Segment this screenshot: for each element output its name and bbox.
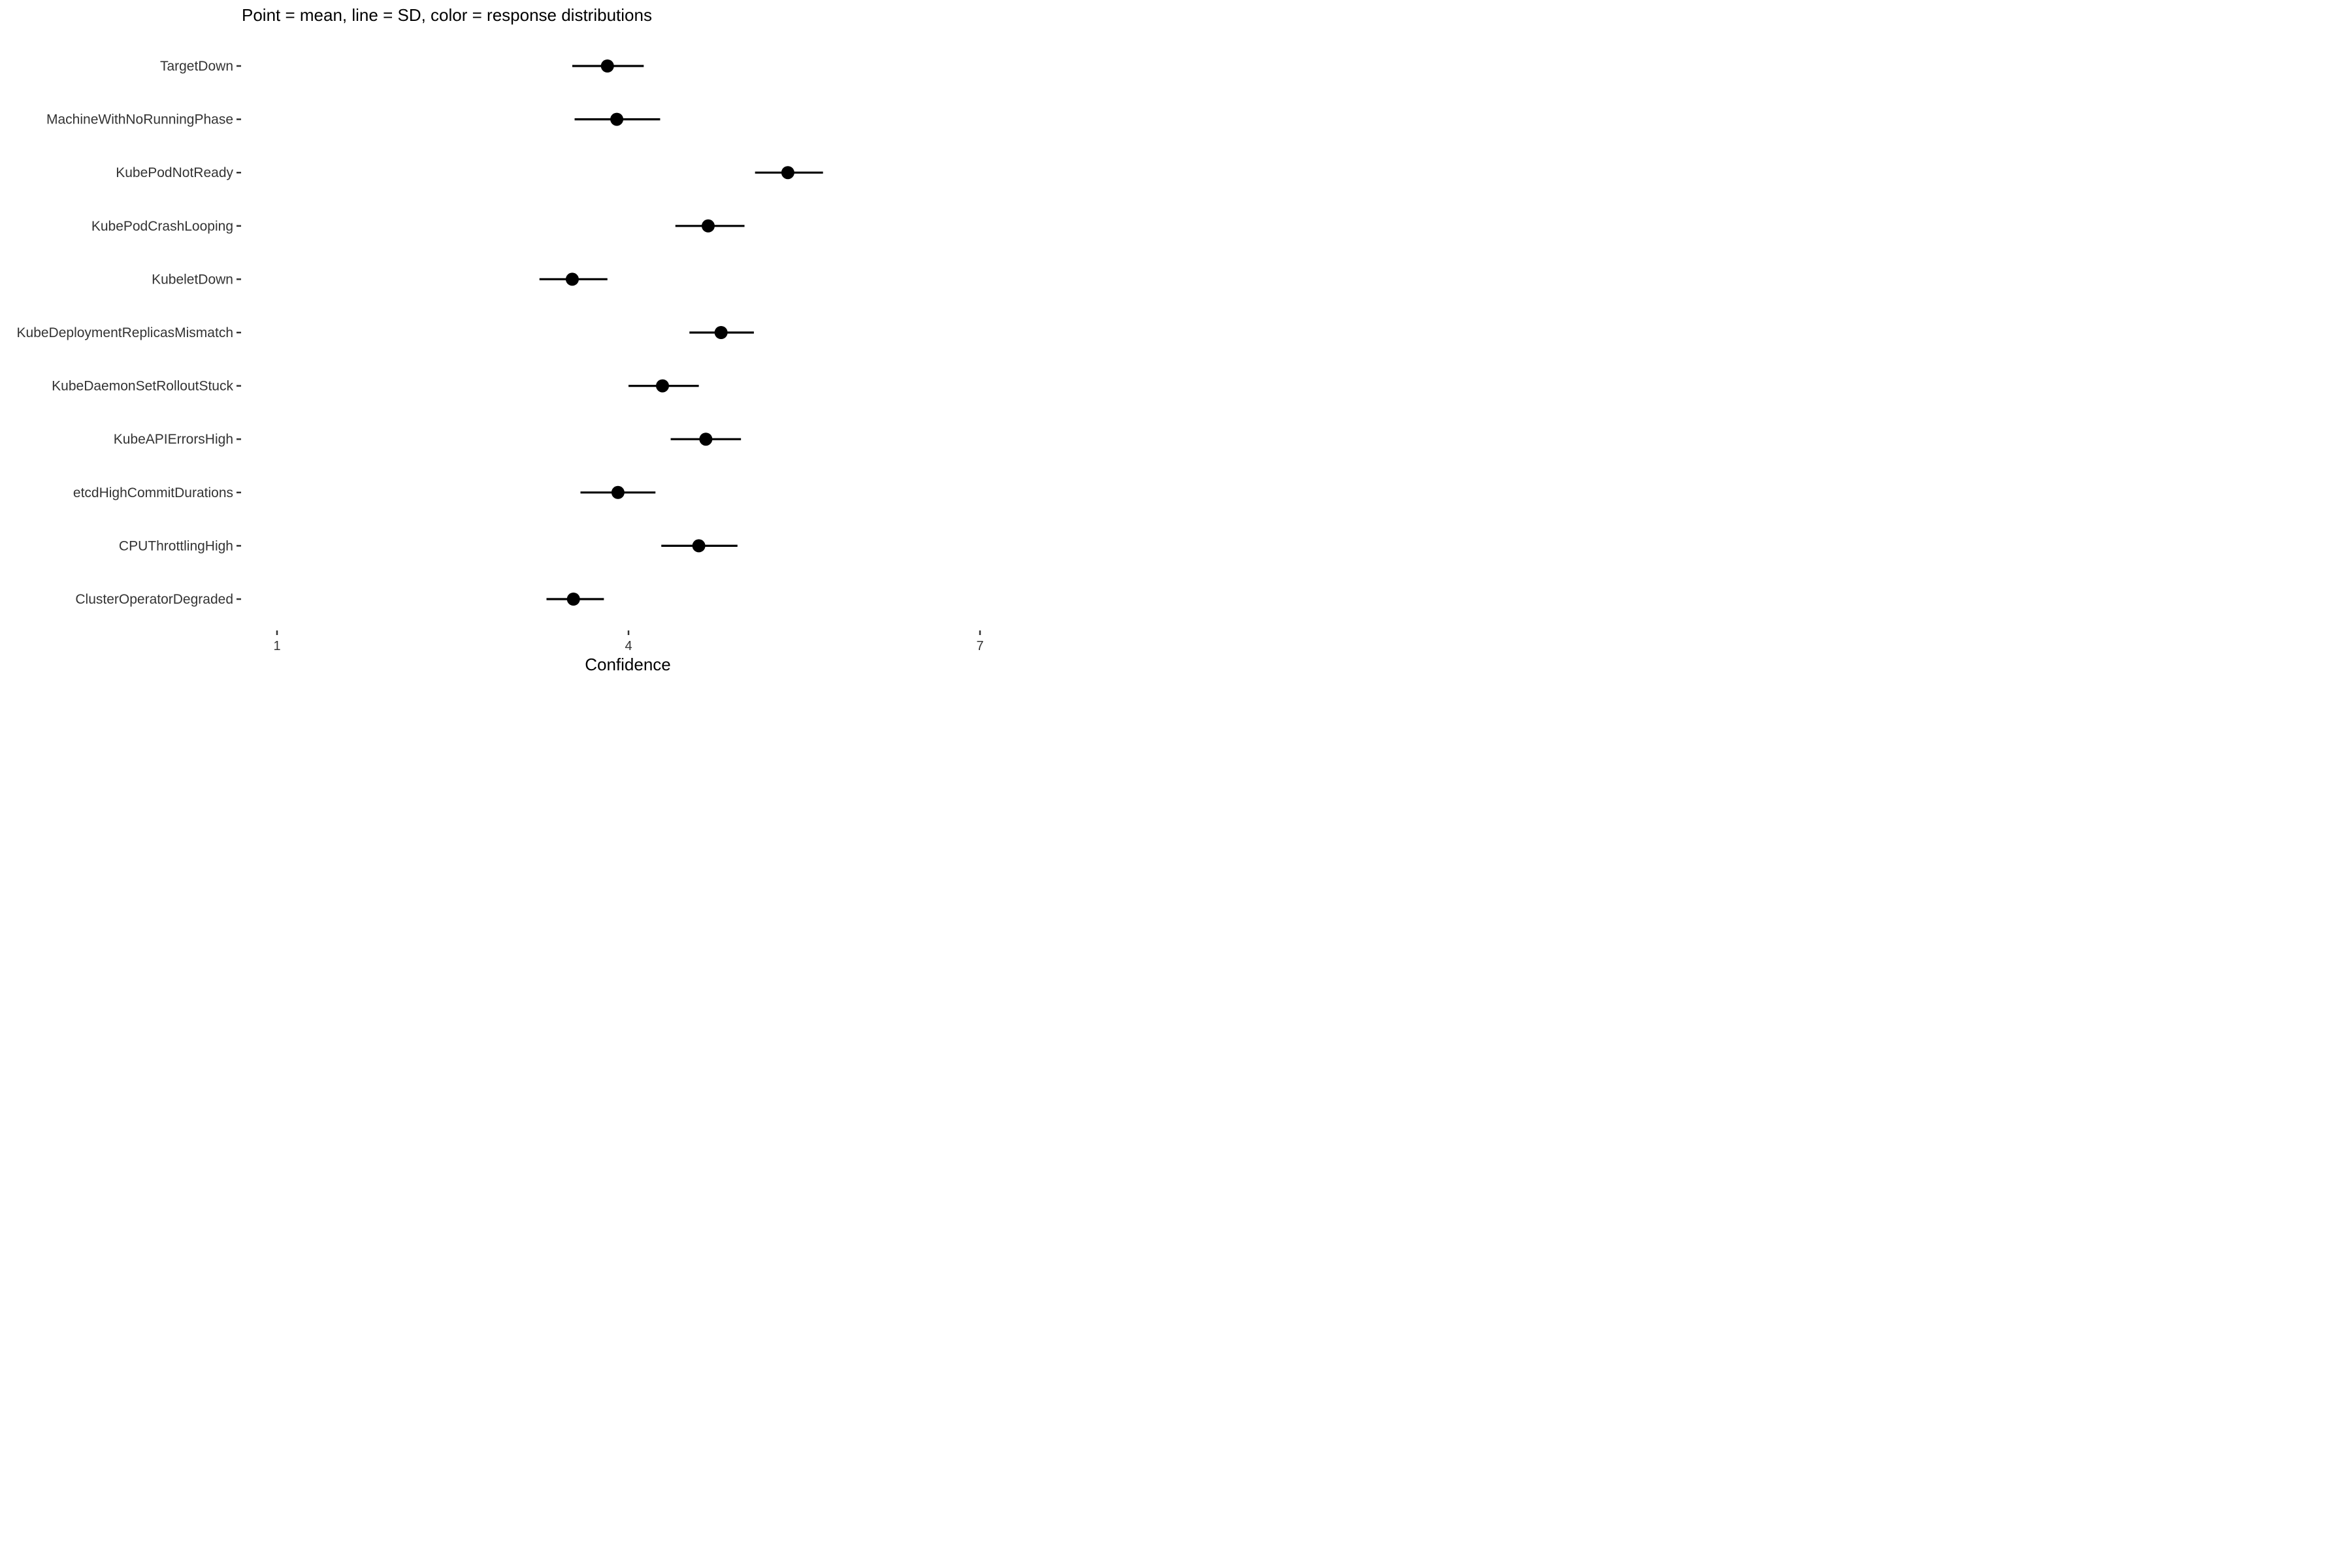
mean-point bbox=[611, 485, 625, 499]
mean-point bbox=[692, 539, 706, 553]
chart-plot: TargetDown MachineWithNoRunningPhase KubeP… bbox=[17, 59, 984, 674]
y-tick-label: TargetDown bbox=[160, 59, 233, 74]
x-tick-label: 1 bbox=[273, 639, 280, 653]
mean-point bbox=[656, 379, 670, 393]
y-tick-label: KubeDaemonSetRolloutStuck bbox=[52, 379, 233, 394]
mean-point bbox=[781, 166, 794, 180]
y-tick-label: KubePodNotReady bbox=[116, 165, 233, 180]
x-axis: 1 4 7 bbox=[273, 630, 984, 653]
x-axis-title: Confidence bbox=[585, 655, 671, 674]
mean-point bbox=[714, 326, 728, 339]
y-tick-label: etcdHighCommitDurations bbox=[73, 485, 233, 500]
x-tick-label: 7 bbox=[976, 639, 983, 653]
chart-title: Point = mean, line = SD, color = respons… bbox=[242, 5, 652, 25]
y-tick-label: CPUThrottlingHigh bbox=[119, 538, 233, 553]
y-axis: TargetDown MachineWithNoRunningPhase KubeP… bbox=[17, 59, 241, 607]
y-tick-label: KubeDeploymentReplicasMismatch bbox=[17, 325, 233, 340]
y-tick-label: ClusterOperatorDegraded bbox=[75, 592, 233, 607]
mean-point bbox=[600, 59, 614, 73]
y-tick-label: KubeAPIErrorsHigh bbox=[114, 432, 233, 447]
mean-point bbox=[701, 219, 715, 233]
mean-point bbox=[699, 433, 713, 446]
series-group bbox=[539, 59, 823, 606]
x-tick-label: 4 bbox=[625, 639, 632, 653]
y-tick-label: KubePodCrashLooping bbox=[91, 219, 233, 234]
y-tick-label: KubeletDown bbox=[152, 272, 233, 287]
y-tick-label: MachineWithNoRunningPhase bbox=[46, 112, 233, 127]
mean-point bbox=[610, 112, 624, 126]
mean-point bbox=[565, 272, 579, 286]
mean-point bbox=[566, 593, 580, 606]
